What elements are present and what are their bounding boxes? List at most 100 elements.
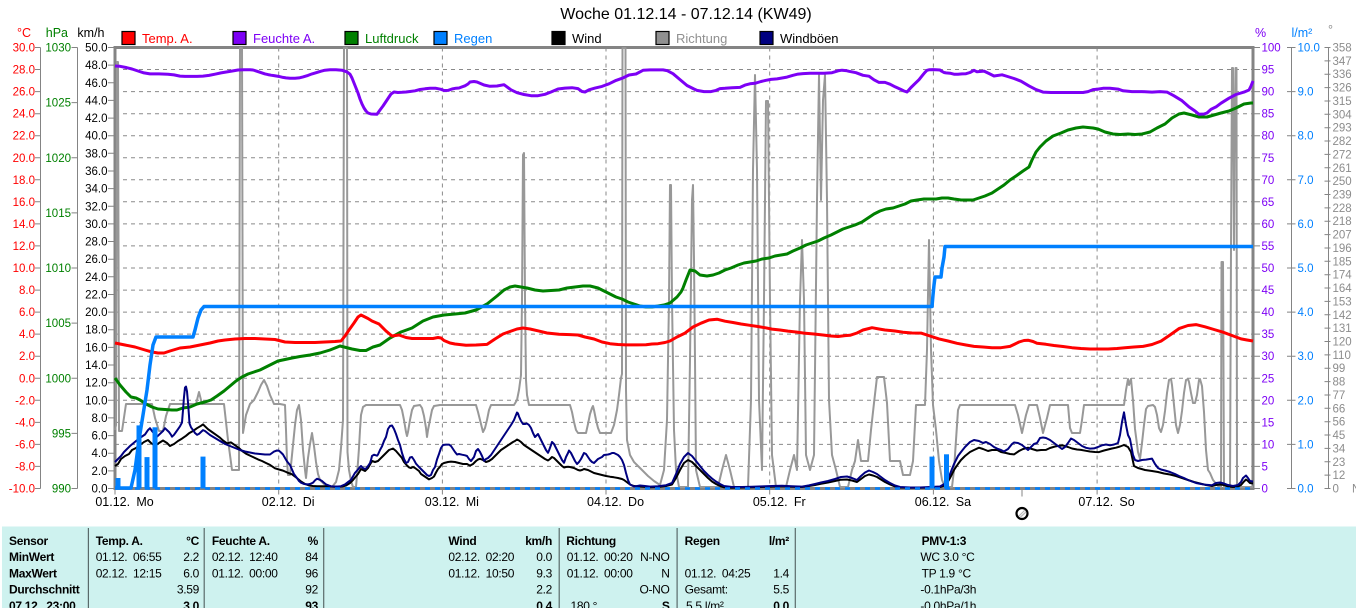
- svg-text:196: 196: [1333, 243, 1352, 255]
- svg-text:10: 10: [1262, 439, 1275, 451]
- svg-text:56: 56: [1333, 417, 1346, 429]
- svg-text:95: 95: [1262, 65, 1275, 77]
- svg-text:07.12. 23:00: 07.12. 23:00: [9, 599, 76, 608]
- svg-text:153: 153: [1333, 296, 1352, 308]
- svg-text:02.12. 12:40: 02.12. 12:40: [212, 550, 278, 564]
- svg-text:228: 228: [1333, 203, 1352, 215]
- svg-text:250: 250: [1333, 176, 1352, 188]
- svg-text:Sensor: Sensor: [9, 534, 49, 548]
- svg-text:4.0: 4.0: [92, 448, 108, 460]
- svg-text:5: 5: [1262, 461, 1268, 473]
- svg-text:293: 293: [1333, 123, 1352, 135]
- svg-text:Temp. A.: Temp. A.: [142, 31, 193, 46]
- svg-text:0.0: 0.0: [1298, 484, 1314, 496]
- svg-text:02.12. 02:20: 02.12. 02:20: [448, 550, 514, 564]
- svg-text:34.0: 34.0: [85, 184, 107, 196]
- svg-text:km/h: km/h: [525, 534, 552, 548]
- svg-text:92: 92: [305, 583, 318, 597]
- svg-text:Feuchte A.: Feuchte A.: [212, 534, 270, 548]
- svg-text:Richtung: Richtung: [566, 534, 616, 548]
- svg-text:85: 85: [1262, 109, 1275, 121]
- svg-text:9.0: 9.0: [1298, 87, 1314, 99]
- svg-text:Regen: Regen: [454, 31, 492, 46]
- svg-text:06.12. Sa: 06.12. Sa: [915, 495, 971, 509]
- svg-text:9.3: 9.3: [536, 566, 552, 580]
- svg-text:0.0: 0.0: [19, 373, 35, 385]
- svg-text:272: 272: [1333, 149, 1352, 161]
- svg-text:8.0: 8.0: [92, 413, 108, 425]
- svg-text:2.2: 2.2: [536, 583, 552, 597]
- svg-text:5.5 l/m²: 5.5 l/m²: [686, 599, 724, 608]
- svg-text:0.4: 0.4: [536, 599, 552, 608]
- svg-text:75: 75: [1262, 153, 1275, 165]
- svg-text:46.0: 46.0: [85, 78, 107, 90]
- svg-text:34: 34: [1333, 443, 1346, 455]
- svg-text:23: 23: [1333, 457, 1346, 469]
- svg-text:02.12. 12:15: 02.12. 12:15: [96, 566, 162, 580]
- svg-text:6.0: 6.0: [92, 431, 108, 443]
- svg-text:990: 990: [52, 484, 71, 496]
- svg-text:10.0: 10.0: [85, 395, 107, 407]
- svg-text:10.0: 10.0: [1298, 43, 1320, 55]
- svg-text:1.0: 1.0: [1298, 439, 1314, 451]
- svg-text:°C: °C: [186, 534, 199, 548]
- svg-text:4.0: 4.0: [19, 329, 35, 341]
- svg-text:°C: °C: [17, 26, 31, 40]
- svg-text:PMV-1:3: PMV-1:3: [922, 534, 967, 548]
- svg-text:48.0: 48.0: [85, 60, 107, 72]
- svg-text:N: N: [1352, 484, 1356, 496]
- svg-text:14.0: 14.0: [13, 219, 35, 231]
- svg-text:40.0: 40.0: [85, 131, 107, 143]
- svg-text:45: 45: [1262, 285, 1275, 297]
- svg-text:3.0: 3.0: [183, 599, 199, 608]
- svg-text:18.0: 18.0: [13, 175, 35, 187]
- svg-text:304: 304: [1333, 109, 1353, 121]
- svg-text:N-NO: N-NO: [640, 550, 669, 564]
- svg-text:20: 20: [1262, 395, 1275, 407]
- svg-text:10.0: 10.0: [13, 263, 35, 275]
- svg-text:45: 45: [1333, 430, 1346, 442]
- svg-text:-2.0: -2.0: [15, 395, 35, 407]
- svg-text:8.0: 8.0: [1298, 131, 1314, 143]
- svg-text:80: 80: [1262, 131, 1275, 143]
- svg-text:-8.0: -8.0: [15, 461, 35, 473]
- svg-text:93: 93: [305, 599, 318, 608]
- svg-text:Wind: Wind: [572, 31, 602, 46]
- svg-text:16.0: 16.0: [85, 342, 107, 354]
- svg-text:-0.1hPa/3h: -0.1hPa/3h: [920, 583, 976, 597]
- svg-text:142: 142: [1333, 310, 1352, 322]
- svg-text:32.0: 32.0: [85, 201, 107, 213]
- svg-text:18.0: 18.0: [85, 325, 107, 337]
- svg-text:0.0: 0.0: [92, 484, 108, 496]
- svg-text:100: 100: [1262, 43, 1281, 55]
- svg-text:50: 50: [1262, 263, 1275, 275]
- svg-text:3.59: 3.59: [177, 583, 200, 597]
- svg-text:hPa: hPa: [46, 26, 68, 40]
- svg-text:26.0: 26.0: [13, 87, 35, 99]
- svg-text:326: 326: [1333, 83, 1352, 95]
- svg-text:24.0: 24.0: [85, 272, 107, 284]
- svg-text:185: 185: [1333, 256, 1352, 268]
- svg-text:24.0: 24.0: [13, 109, 35, 121]
- svg-text:22.0: 22.0: [13, 131, 35, 143]
- svg-text:218: 218: [1333, 216, 1352, 228]
- svg-text:38.0: 38.0: [85, 148, 107, 160]
- svg-text:30.0: 30.0: [13, 43, 35, 55]
- svg-text:01.12. Mo: 01.12. Mo: [95, 495, 153, 509]
- svg-text:12: 12: [1333, 470, 1346, 482]
- svg-text:4.0: 4.0: [1298, 307, 1314, 319]
- svg-text:5.5: 5.5: [773, 583, 789, 597]
- svg-text:-10.0: -10.0: [9, 484, 35, 496]
- svg-text:-6.0: -6.0: [15, 439, 35, 451]
- svg-text:131: 131: [1333, 323, 1352, 335]
- svg-text:1030: 1030: [45, 43, 71, 55]
- svg-text:Woche 01.12.14 - 07.12.14 (KW4: Woche 01.12.14 - 07.12.14 (KW49): [560, 6, 811, 23]
- svg-text:0: 0: [1333, 484, 1339, 496]
- svg-text:20.0: 20.0: [85, 307, 107, 319]
- svg-text:MinWert: MinWert: [9, 550, 54, 564]
- svg-text:90: 90: [1262, 87, 1275, 99]
- svg-text:1015: 1015: [45, 208, 71, 220]
- svg-text:l/m²: l/m²: [1292, 26, 1313, 40]
- svg-text:01.12. 10:50: 01.12. 10:50: [448, 566, 514, 580]
- svg-text:12.0: 12.0: [13, 241, 35, 253]
